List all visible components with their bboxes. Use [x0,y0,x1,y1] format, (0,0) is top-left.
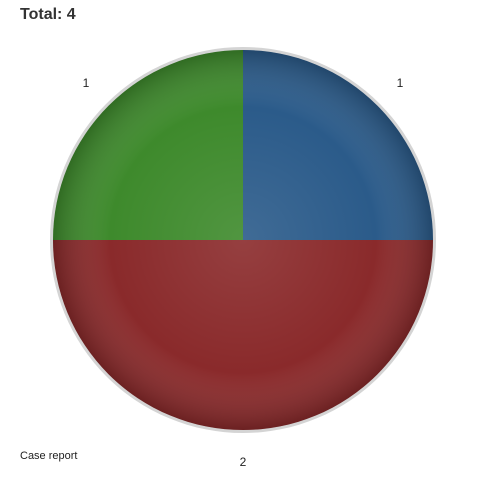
pie-slice-1[interactable] [53,240,433,430]
pie-slice-0[interactable] [243,50,433,240]
chart-title: Total: 4 [20,6,76,23]
label-layer: 1 2 1 [83,76,404,469]
pie-slice-label-1: 2 [240,455,247,469]
pie-slice-label-2: 1 [83,76,90,90]
slice-layer [53,50,433,430]
pie-slice-2[interactable] [53,50,243,240]
pie-slice-label-0: 1 [397,76,404,90]
legend-label: Case report [20,450,78,462]
